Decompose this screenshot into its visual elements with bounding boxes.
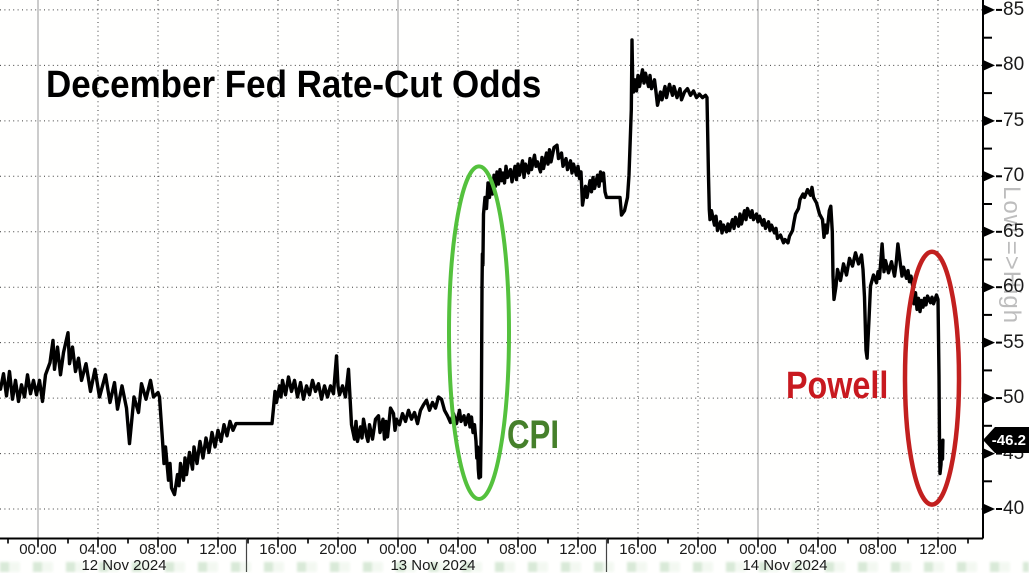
y-tick-label: 80 xyxy=(1003,54,1025,75)
x-date-label: 13 Nov 2024 xyxy=(390,557,476,573)
y-minor-tick xyxy=(984,203,992,205)
y-tick-arrow xyxy=(984,226,995,237)
last-price-value: -46.2 xyxy=(991,431,1026,449)
y-tick-label: 70 xyxy=(1003,165,1025,186)
y-minor-tick xyxy=(984,313,992,316)
y-tick-label: 50 xyxy=(1003,387,1025,408)
y-tick-dash xyxy=(996,64,1002,67)
cpi-annotation-label: CPI xyxy=(507,413,560,457)
y-tick-label: 75 xyxy=(1003,110,1025,131)
price-line xyxy=(0,38,945,497)
y-tick-dash xyxy=(996,175,1002,178)
y-tick-arrow xyxy=(984,282,995,293)
y-tick-label: 60 xyxy=(1003,276,1025,297)
y-tick-dash xyxy=(996,452,1002,455)
x-tick-label: 12:00 xyxy=(919,541,957,558)
y-tick-label: 85 xyxy=(1003,0,1025,20)
x-tick-label: 12:00 xyxy=(559,541,597,558)
y-tick-arrow xyxy=(984,171,995,182)
y-minor-tick xyxy=(984,92,992,95)
y-tick-dash xyxy=(996,230,1002,233)
x-tick-label: 04:00 xyxy=(439,541,477,558)
y-tick-label: 40 xyxy=(1003,498,1025,519)
y-tick-arrow xyxy=(984,115,995,126)
x-tick-label: 00:00 xyxy=(19,541,57,558)
x-tick-label: 16:00 xyxy=(619,541,657,558)
x-tick-label: 08:00 xyxy=(499,541,537,558)
last-price-badge: -46.2 xyxy=(983,427,1029,453)
x-tick-label: 04:00 xyxy=(79,541,117,558)
x-tick-label: 04:00 xyxy=(799,541,837,558)
y-tick-label: 55 xyxy=(1003,332,1025,353)
y-tick-dash xyxy=(996,8,1002,11)
x-tick-label: 00:00 xyxy=(379,541,417,558)
x-tick-label: 16:00 xyxy=(259,541,297,558)
x-date-label: 12 Nov 2024 xyxy=(81,557,167,573)
powell-annotation-label: Powell xyxy=(786,365,889,407)
y-tick-arrow xyxy=(984,393,995,404)
powell-ellipse xyxy=(902,249,962,507)
y-tick-arrow xyxy=(984,504,995,514)
x-tick-label: 20:00 xyxy=(679,541,717,558)
axis-direction-label: Low =>High xyxy=(998,186,1025,325)
x-tick-label: 20:00 xyxy=(319,541,357,558)
y-tick-arrow xyxy=(984,4,995,15)
y-tick-dash xyxy=(996,341,1002,344)
y-tick-arrow xyxy=(984,60,995,71)
y-minor-tick xyxy=(984,480,992,483)
y-tick-dash xyxy=(996,397,1002,400)
x-tick-label: 08:00 xyxy=(139,541,177,558)
x-date-label: 14 Nov 2024 xyxy=(742,557,828,573)
y-minor-tick xyxy=(984,36,992,39)
y-minor-tick xyxy=(984,147,992,150)
y-tick-dash xyxy=(996,508,1002,510)
x-tick-label: 08:00 xyxy=(859,541,897,558)
y-tick-label: 65 xyxy=(1003,221,1025,242)
y-tick-dash xyxy=(996,286,1002,289)
y-tick-arrow xyxy=(984,448,995,459)
chart-title: December Fed Rate-Cut Odds xyxy=(46,64,542,106)
y-minor-tick xyxy=(984,369,992,372)
y-tick-dash xyxy=(996,119,1002,122)
y-minor-tick xyxy=(984,258,992,261)
x-tick-label: 00:00 xyxy=(739,541,777,558)
y-minor-tick xyxy=(984,424,992,427)
cpi-ellipse xyxy=(447,164,511,502)
y-tick-arrow xyxy=(984,337,995,348)
x-tick-label: 12:00 xyxy=(199,541,237,558)
